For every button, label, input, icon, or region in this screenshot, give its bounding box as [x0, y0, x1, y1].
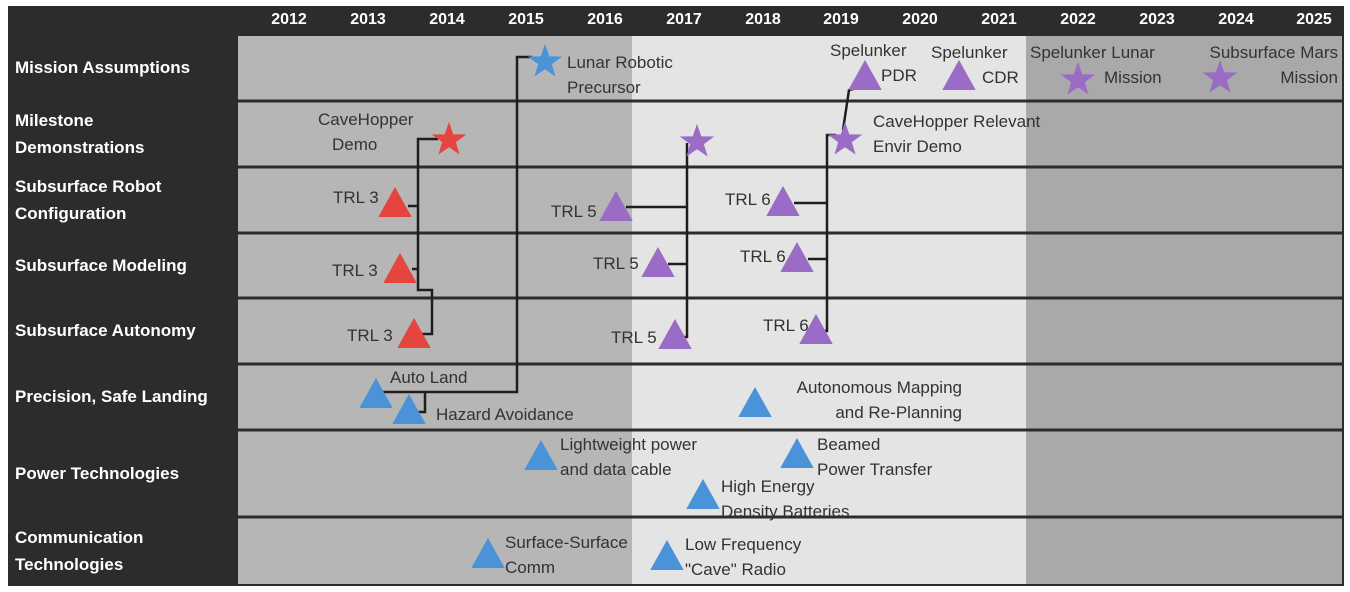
connector-lunar [380, 55, 532, 394]
year-header: 2017 [666, 11, 702, 28]
row-label-subsurface-autonomy: Subsurface Autonomy [15, 317, 235, 344]
label-subsurface-mars-title: Subsurface Mars [1209, 43, 1339, 62]
label-spelunker-lunar-title: Spelunker Lunar [1030, 43, 1155, 62]
row-label-text: Power Technologies [15, 464, 180, 483]
label-spelunker-cdr-sub: CDR [982, 68, 1019, 87]
row-label-mission-assumptions: Mission Assumptions [15, 54, 235, 81]
label-spelunker-cdr-title: Spelunker [931, 43, 1008, 62]
label-cavehopper-relevant: CaveHopper Relevant Envir Demo [873, 112, 1041, 156]
band-future [1026, 36, 1342, 584]
year-header: 2019 [823, 11, 859, 28]
year-header: 2023 [1139, 11, 1175, 28]
label-subsurface-mars-sub: Mission [1280, 68, 1338, 87]
band-past [238, 36, 632, 584]
label-spelunker-pdr-title: Spelunker [830, 41, 907, 60]
label-config-trl3: TRL 3 [333, 188, 379, 207]
label-autonomy-trl3: TRL 3 [347, 326, 393, 345]
label-autonomous-mapping: Autonomous Mapping and Re-Planning [796, 378, 962, 422]
row-label-text: Mission Assumptions [15, 58, 191, 77]
label-power-cable: Lightweight power and data cable [560, 435, 698, 479]
row-dividers [10, 99, 1342, 519]
year-header: 2012 [271, 11, 307, 28]
row-label-precision-safe-landing: Precision, Safe Landing [15, 383, 235, 410]
row-label-text: Subsurface Robot [15, 177, 162, 196]
label-surface-comm: Surface-Surface Comm [505, 533, 628, 577]
label-modeling-trl6: TRL 6 [740, 247, 786, 266]
row-label-subsurface-modeling: Subsurface Modeling [15, 252, 235, 279]
row-label-milestone-demonstrations: Milestone Demonstrations [15, 107, 235, 161]
label-auto-land: Auto Land [390, 368, 468, 387]
label-cavehopper-demo: CaveHopper Demo [318, 110, 414, 154]
row-label-power-technologies: Power Technologies [15, 460, 235, 487]
year-header: 2025 [1296, 11, 1332, 28]
label-modeling-trl5: TRL 5 [593, 254, 639, 273]
label-lunar-precursor: Lunar Robotic Precursor [567, 53, 673, 97]
row-label-text: Subsurface Modeling [15, 256, 187, 275]
label-autonomy-trl6: TRL 6 [763, 316, 809, 335]
row-label-text: Milestone [15, 111, 94, 130]
row-label-text: Technologies [15, 555, 124, 574]
year-header: 2015 [508, 11, 544, 28]
year-header: 2020 [902, 11, 938, 28]
row-label-text: Demonstrations [15, 138, 145, 157]
row-label-text: Communication [15, 528, 144, 547]
row-label-text: Precision, Safe Landing [15, 387, 208, 406]
label-modeling-trl3: TRL 3 [332, 261, 378, 280]
label-beamed-power: Beamed Power Transfer [817, 435, 933, 479]
year-header: 2013 [350, 11, 386, 28]
label-config-trl5: TRL 5 [551, 202, 597, 221]
label-cave-radio: Low Frequency "Cave" Radio [685, 535, 802, 579]
year-header: 2024 [1218, 11, 1254, 28]
year-header: 2014 [429, 11, 465, 28]
row-label-text: Subsurface Autonomy [15, 321, 196, 340]
year-header: 2021 [981, 11, 1017, 28]
label-batteries: High Energy Density Batteries [721, 477, 850, 521]
label-spelunker-pdr-sub: PDR [881, 66, 917, 85]
label-hazard-avoidance: Hazard Avoidance [436, 405, 574, 424]
row-label-subsurface-robot-configuration: Subsurface Robot Configuration [15, 173, 235, 227]
year-header: 2016 [587, 11, 623, 28]
row-label-text: Configuration [15, 204, 127, 223]
year-header: 2018 [745, 11, 781, 28]
connector-2014 [416, 137, 438, 336]
label-spelunker-lunar-sub: Mission [1104, 68, 1162, 87]
label-config-trl6: TRL 6 [725, 190, 771, 209]
row-label-communication-technologies: Communication Technologies [15, 524, 235, 578]
year-header: 2022 [1060, 11, 1096, 28]
label-autonomy-trl5: TRL 5 [611, 328, 657, 347]
